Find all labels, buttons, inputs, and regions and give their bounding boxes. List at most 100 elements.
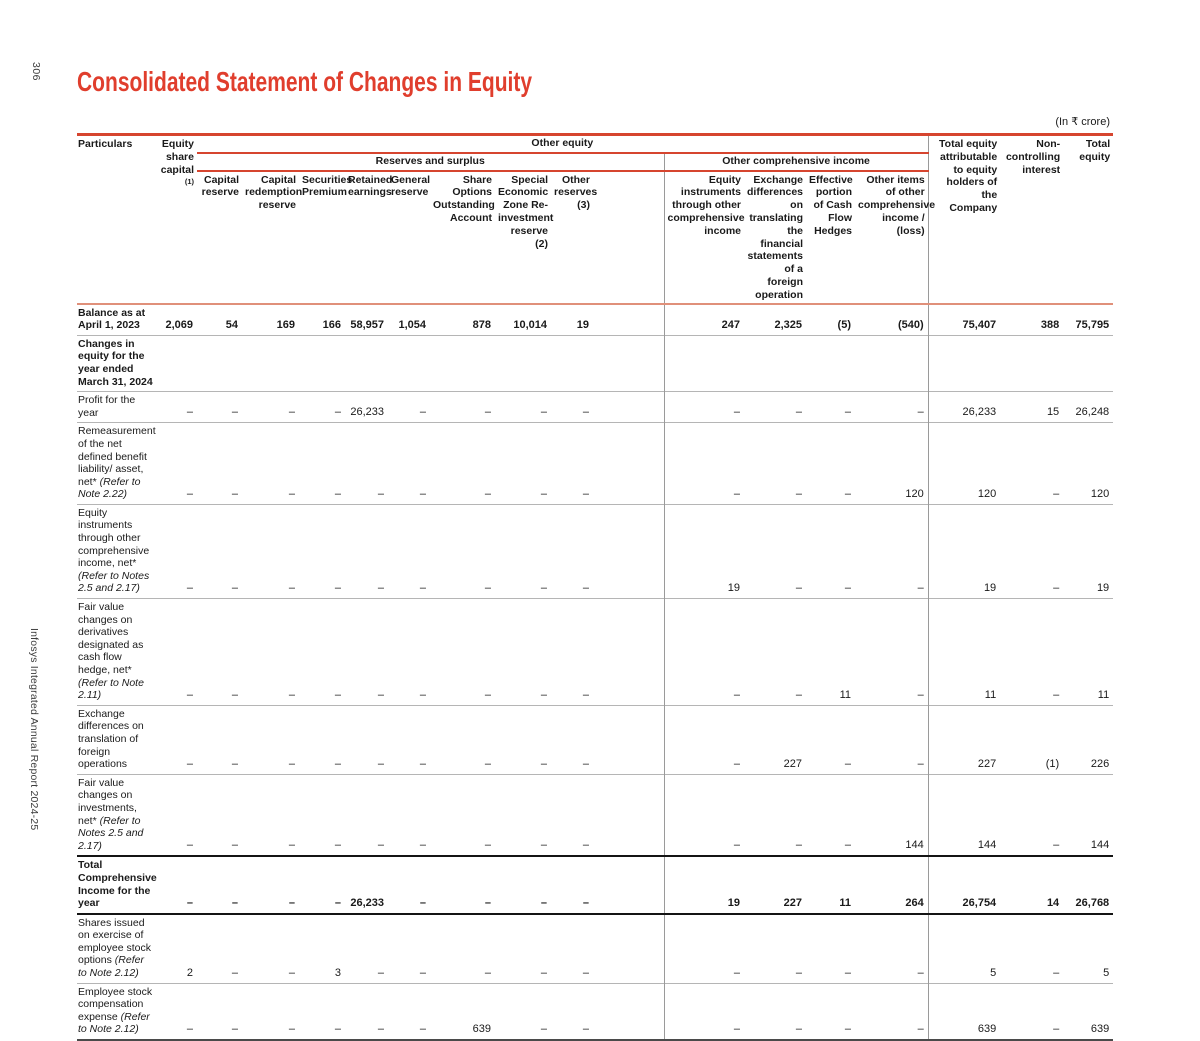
cell-value: 54 [225, 318, 238, 331]
cell-value: – [582, 406, 589, 419]
cell-value [197, 335, 242, 391]
cell-value: 11 [839, 688, 851, 701]
cell-value: – [917, 757, 924, 770]
cell-value: 14 [1000, 855, 1064, 915]
cell-value: – [231, 839, 238, 852]
cell-value: – [795, 1023, 802, 1036]
col-header-other-items-oci: Other items of other comprehensive incom… [858, 173, 936, 237]
cell-value: – [484, 688, 491, 701]
filler-cell [593, 774, 664, 856]
table-row: Balance as at April 1, 2023 2,069 54 169 166… [77, 303, 1113, 336]
row-label: Balance as at April 1, 2023 [78, 306, 146, 332]
col-header-share-options-outstanding: Share Options Outstanding Account [433, 173, 495, 224]
cell-value: 144 [927, 774, 1001, 857]
cell-value [663, 335, 744, 392]
cell-value: 5 [1103, 966, 1110, 979]
cell-value: 26,233 [345, 855, 388, 915]
col-header-non-controlling-interest: Non-controlling interest [1005, 138, 1061, 176]
cell-value: – [186, 1023, 193, 1036]
group-header-other-equity: Other equity [197, 134, 929, 154]
table-row: Remeasurement of the net defined benefit… [77, 422, 1114, 505]
filler-cell [593, 304, 664, 336]
col-header-exchange-differences: Exchange differences on translating the … [747, 173, 804, 301]
col-header-particulars: Particulars [78, 138, 133, 150]
cell-value: – [186, 688, 193, 701]
cell-value: – [1053, 582, 1060, 595]
cell-value [299, 335, 345, 391]
cell-value: – [288, 757, 295, 770]
cell-value: 144 [1090, 839, 1110, 852]
cell-value: – [231, 966, 238, 979]
cell-value: – [334, 688, 341, 701]
table-row: Fair value changes on derivatives design… [77, 598, 1114, 706]
cell-value: – [231, 582, 238, 595]
cell-value: – [288, 406, 295, 419]
cell-value: 120 [927, 422, 1001, 505]
cell-value: 15 [1046, 406, 1060, 419]
row-label: Exchange differences on translation of f… [78, 707, 144, 771]
cell-value [551, 335, 593, 391]
cell-value [855, 335, 928, 391]
cell-value: – [844, 839, 851, 852]
row-label-note: (Refer to Note 2.22) [78, 475, 141, 501]
table-row: Equity instruments through other compreh… [77, 504, 1114, 599]
cell-value: – [377, 757, 384, 770]
cell-value: 58,957 [350, 318, 384, 331]
cell-value: 264 [855, 855, 929, 915]
page-number: 306 [30, 62, 42, 82]
table-row: Shares issued on exercise of employee st… [77, 913, 1114, 984]
cell-value: – [419, 757, 426, 770]
cell-value: – [388, 855, 430, 915]
cell-value: – [231, 688, 238, 701]
cell-value: – [844, 1023, 851, 1036]
cell-value: – [917, 688, 924, 701]
cell-value: – [484, 757, 491, 770]
cell-value: 639 [472, 1023, 491, 1036]
filler-cell [593, 423, 664, 505]
cell-value: – [334, 487, 341, 500]
cell-value: 11 [927, 598, 1001, 706]
row-label: Total Comprehensive Income for the year [77, 855, 157, 915]
cell-value: – [419, 487, 426, 500]
cell-value: – [795, 406, 802, 419]
row-label: Equity instruments through other compreh… [78, 506, 150, 595]
cell-value: – [582, 582, 589, 595]
cell-value: – [299, 855, 345, 915]
cell-value: – [419, 966, 426, 979]
cell-value: – [288, 688, 295, 701]
col-header-general-reserve: General reserve [391, 173, 431, 199]
cell-value: 11 [1097, 688, 1110, 701]
cell-value: – [1053, 487, 1060, 500]
cell-value: 10,014 [513, 318, 547, 331]
cell-value: – [495, 855, 551, 915]
table-header: Particulars Equity share capital (1) Oth… [77, 134, 1114, 304]
cell-value: 166 [322, 318, 341, 331]
cell-value: – [377, 688, 384, 701]
table-row: Employee stock compensation expense (Ref… [77, 983, 1114, 1041]
cell-value: – [844, 406, 851, 419]
filler-cell [593, 914, 664, 983]
cell-value: 26,233 [350, 406, 384, 419]
row-label-note: (Refer to Note 2.12) [78, 954, 144, 980]
cell-value: – [484, 582, 491, 595]
cell-value: – [1053, 1023, 1060, 1036]
col-header-other-reserves: Other reserves (3) [554, 173, 598, 212]
cell-value: – [334, 582, 341, 595]
cell-value: – [484, 839, 491, 852]
cell-value: – [484, 406, 491, 419]
cell-value: 639 [927, 983, 1001, 1041]
cell-value: 169 [276, 318, 295, 331]
cell-value: – [540, 487, 547, 500]
cell-value: 2,069 [165, 318, 193, 331]
row-label: Shares issued on exercise of employee st… [78, 916, 151, 980]
cell-value: 19 [927, 504, 1001, 599]
cell-value: – [582, 487, 589, 500]
cell-value: – [844, 487, 851, 500]
cell-value: – [419, 406, 426, 419]
row-label-note: (Refer to Notes 2.5 and 2.17) [78, 569, 150, 595]
cell-value: – [540, 966, 547, 979]
cell-value: 120 [1090, 487, 1110, 500]
page-title: Consolidated Statement of Changes in Equ… [77, 66, 533, 97]
cell-value: – [186, 839, 193, 852]
table-row: Exchange differences on translation of f… [77, 705, 1114, 775]
